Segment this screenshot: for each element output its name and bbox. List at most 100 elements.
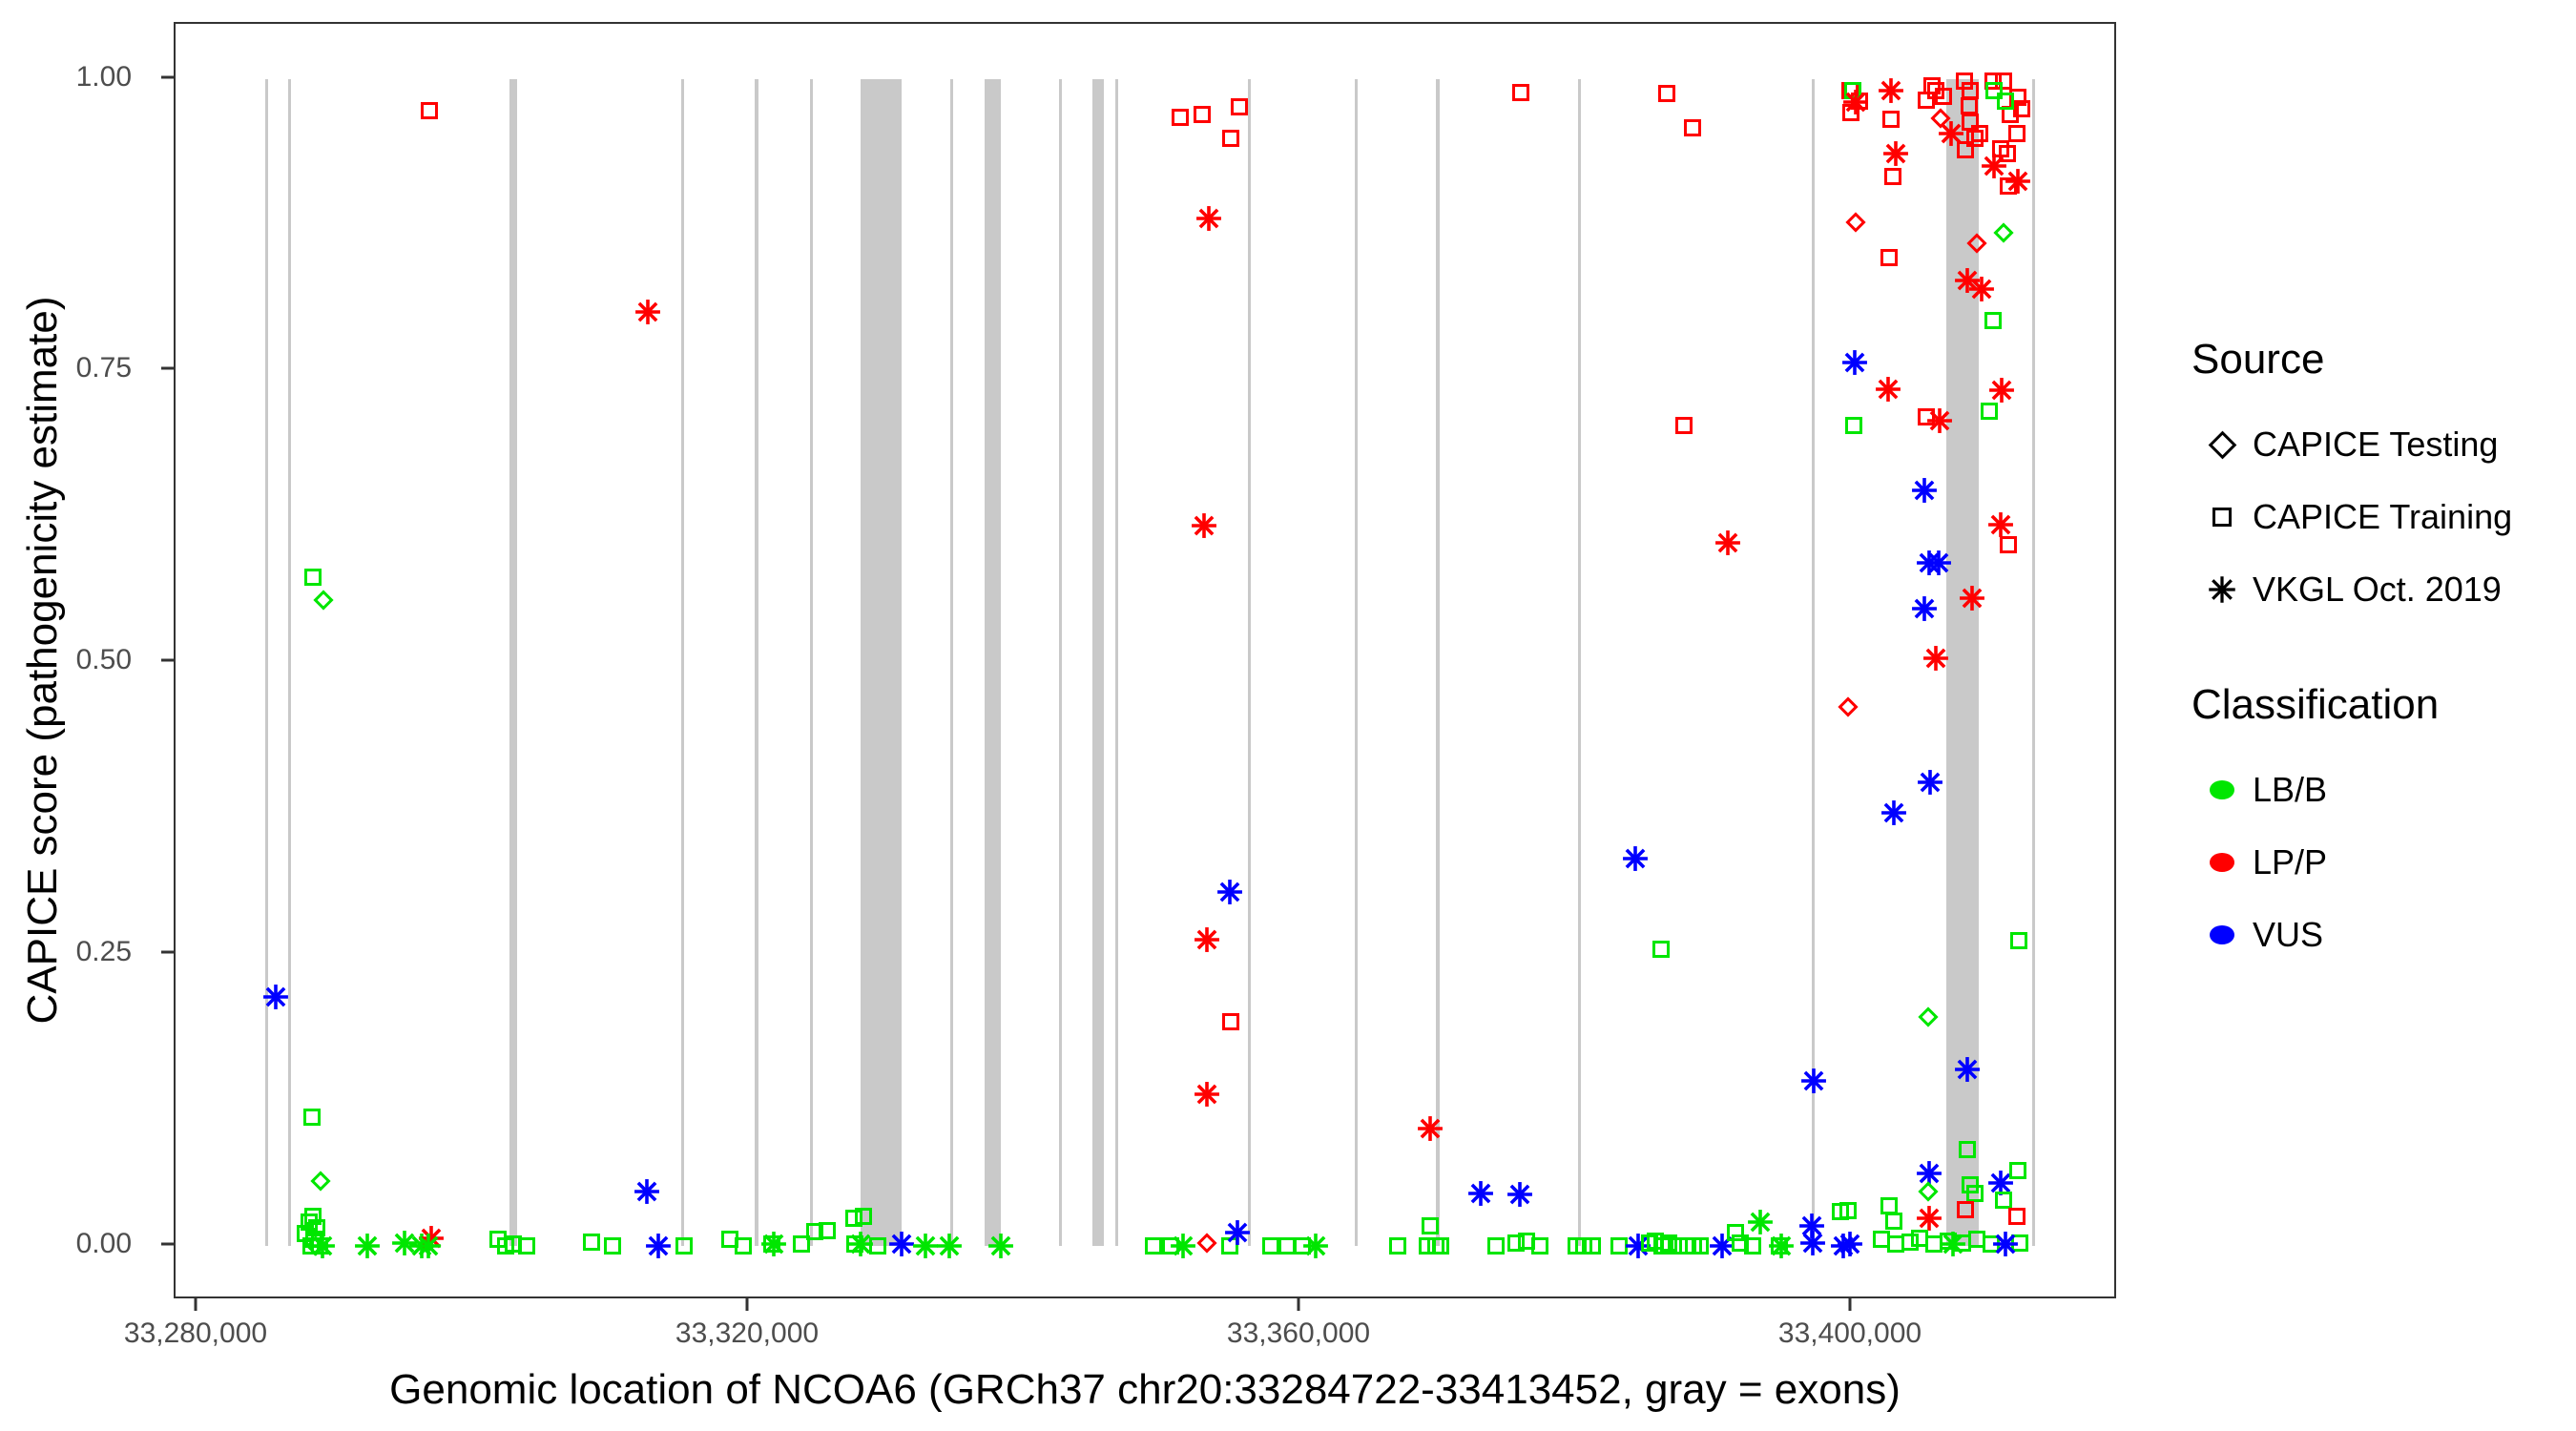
x-axis-title: Genomic location of NCOA6 (GRCh37 chr20:…	[389, 1366, 1901, 1413]
data-point	[1917, 408, 1935, 426]
data-point	[416, 1233, 441, 1258]
exon-bar	[984, 78, 1001, 1246]
data-point	[1652, 940, 1670, 958]
data-point	[1970, 125, 1988, 142]
legend-item-label: VKGL Oct. 2019	[2253, 570, 2502, 609]
data-point	[1623, 845, 1648, 871]
data-point	[1960, 96, 1978, 114]
data-point	[603, 1236, 621, 1255]
data-point	[304, 568, 322, 586]
data-point	[1659, 1234, 1677, 1253]
exon-bar	[755, 78, 758, 1246]
data-point	[1999, 535, 2017, 553]
legend: Source CAPICE Testing CAPICE Training	[2192, 336, 2564, 971]
data-point	[792, 1235, 810, 1254]
data-point	[1878, 77, 1903, 103]
legend-item-capice-training: CAPICE Training	[2192, 481, 2564, 553]
lpp-dot-icon	[2210, 853, 2234, 872]
data-point	[734, 1236, 752, 1255]
exon-bar	[1578, 78, 1581, 1246]
legend-classification: Classification LB/B LP/P VUS	[2192, 681, 2564, 971]
data-point	[1506, 1181, 1532, 1207]
data-point	[1216, 879, 1242, 904]
data-point	[1768, 1233, 1794, 1258]
data-point	[1574, 1236, 1592, 1255]
data-point	[1800, 1068, 1826, 1094]
data-point	[1875, 376, 1901, 402]
data-point	[988, 1233, 1013, 1258]
data-point	[312, 590, 334, 611]
data-point	[1417, 1116, 1443, 1142]
data-point	[1954, 1056, 1980, 1082]
data-point	[354, 1233, 380, 1258]
data-point	[1194, 927, 1219, 953]
data-point	[1880, 248, 1898, 266]
data-point	[1981, 154, 2006, 179]
data-point	[1883, 168, 1901, 186]
data-point	[1837, 1232, 1862, 1257]
data-point	[1984, 72, 2002, 90]
data-point	[1916, 1160, 1942, 1186]
legend-item-label: LB/B	[2253, 770, 2328, 809]
y-axis-tick-labels: 0.00 0.25 0.50 0.75 1.00	[0, 22, 158, 1298]
legend-item-label: CAPICE Testing	[2253, 425, 2499, 464]
exon-bar	[1355, 78, 1358, 1246]
data-point	[1224, 1220, 1250, 1246]
data-point	[1192, 512, 1216, 538]
data-point	[263, 985, 289, 1009]
data-point	[1956, 141, 1974, 159]
y-axis-ticks	[161, 22, 174, 1298]
y-tick-mark	[161, 1242, 174, 1245]
data-point	[1882, 140, 1908, 166]
data-point	[1421, 1216, 1439, 1234]
data-point	[1958, 1141, 1976, 1159]
data-point	[304, 1207, 322, 1225]
data-point	[1841, 349, 1867, 375]
data-point	[634, 1179, 659, 1205]
legend-item-lpp: LP/P	[2192, 826, 2564, 899]
data-point	[1956, 1200, 1974, 1218]
exon-bar	[861, 78, 902, 1246]
data-point	[1984, 81, 2003, 99]
data-point	[1799, 1231, 1825, 1256]
y-tick-label: 0.25	[75, 935, 132, 967]
data-point	[1884, 1212, 1902, 1230]
data-point	[1966, 233, 1987, 254]
data-point	[1992, 1232, 2018, 1257]
data-point	[1917, 770, 1942, 795]
data-point	[518, 1236, 536, 1255]
data-point	[309, 1171, 331, 1192]
data-point	[1965, 129, 1984, 147]
data-point	[1530, 1236, 1548, 1255]
exon-bar	[264, 78, 268, 1246]
x-tick-label: 33,280,000	[123, 1317, 268, 1349]
data-point	[1194, 1081, 1219, 1107]
data-point	[1925, 550, 1951, 575]
vus-dot-icon	[2210, 925, 2234, 944]
data-point	[1674, 416, 1693, 434]
data-point	[2008, 89, 2026, 107]
data-point	[1511, 84, 1529, 102]
x-tick-mark	[1848, 1298, 1852, 1311]
data-point	[888, 1232, 914, 1257]
x-tick-mark	[194, 1298, 197, 1311]
data-point	[1845, 212, 1866, 233]
data-point	[2007, 125, 2025, 142]
data-point	[634, 300, 660, 325]
legend-item-label: VUS	[2253, 915, 2324, 954]
data-point	[1838, 695, 1859, 717]
data-point	[805, 1222, 823, 1240]
x-tick-label: 33,360,000	[1226, 1317, 1371, 1349]
legend-classification-title: Classification	[2192, 681, 2440, 728]
data-point	[1844, 416, 1862, 434]
data-point	[1431, 1236, 1449, 1255]
y-tick-label: 0.50	[75, 644, 132, 675]
data-point	[1221, 1012, 1239, 1030]
data-point	[1955, 72, 1973, 90]
y-tick-label: 0.00	[75, 1227, 132, 1259]
data-point	[2009, 932, 2027, 950]
legend-item-vus: VUS	[2192, 899, 2564, 971]
data-point	[1987, 511, 2013, 537]
data-point	[1195, 206, 1221, 232]
